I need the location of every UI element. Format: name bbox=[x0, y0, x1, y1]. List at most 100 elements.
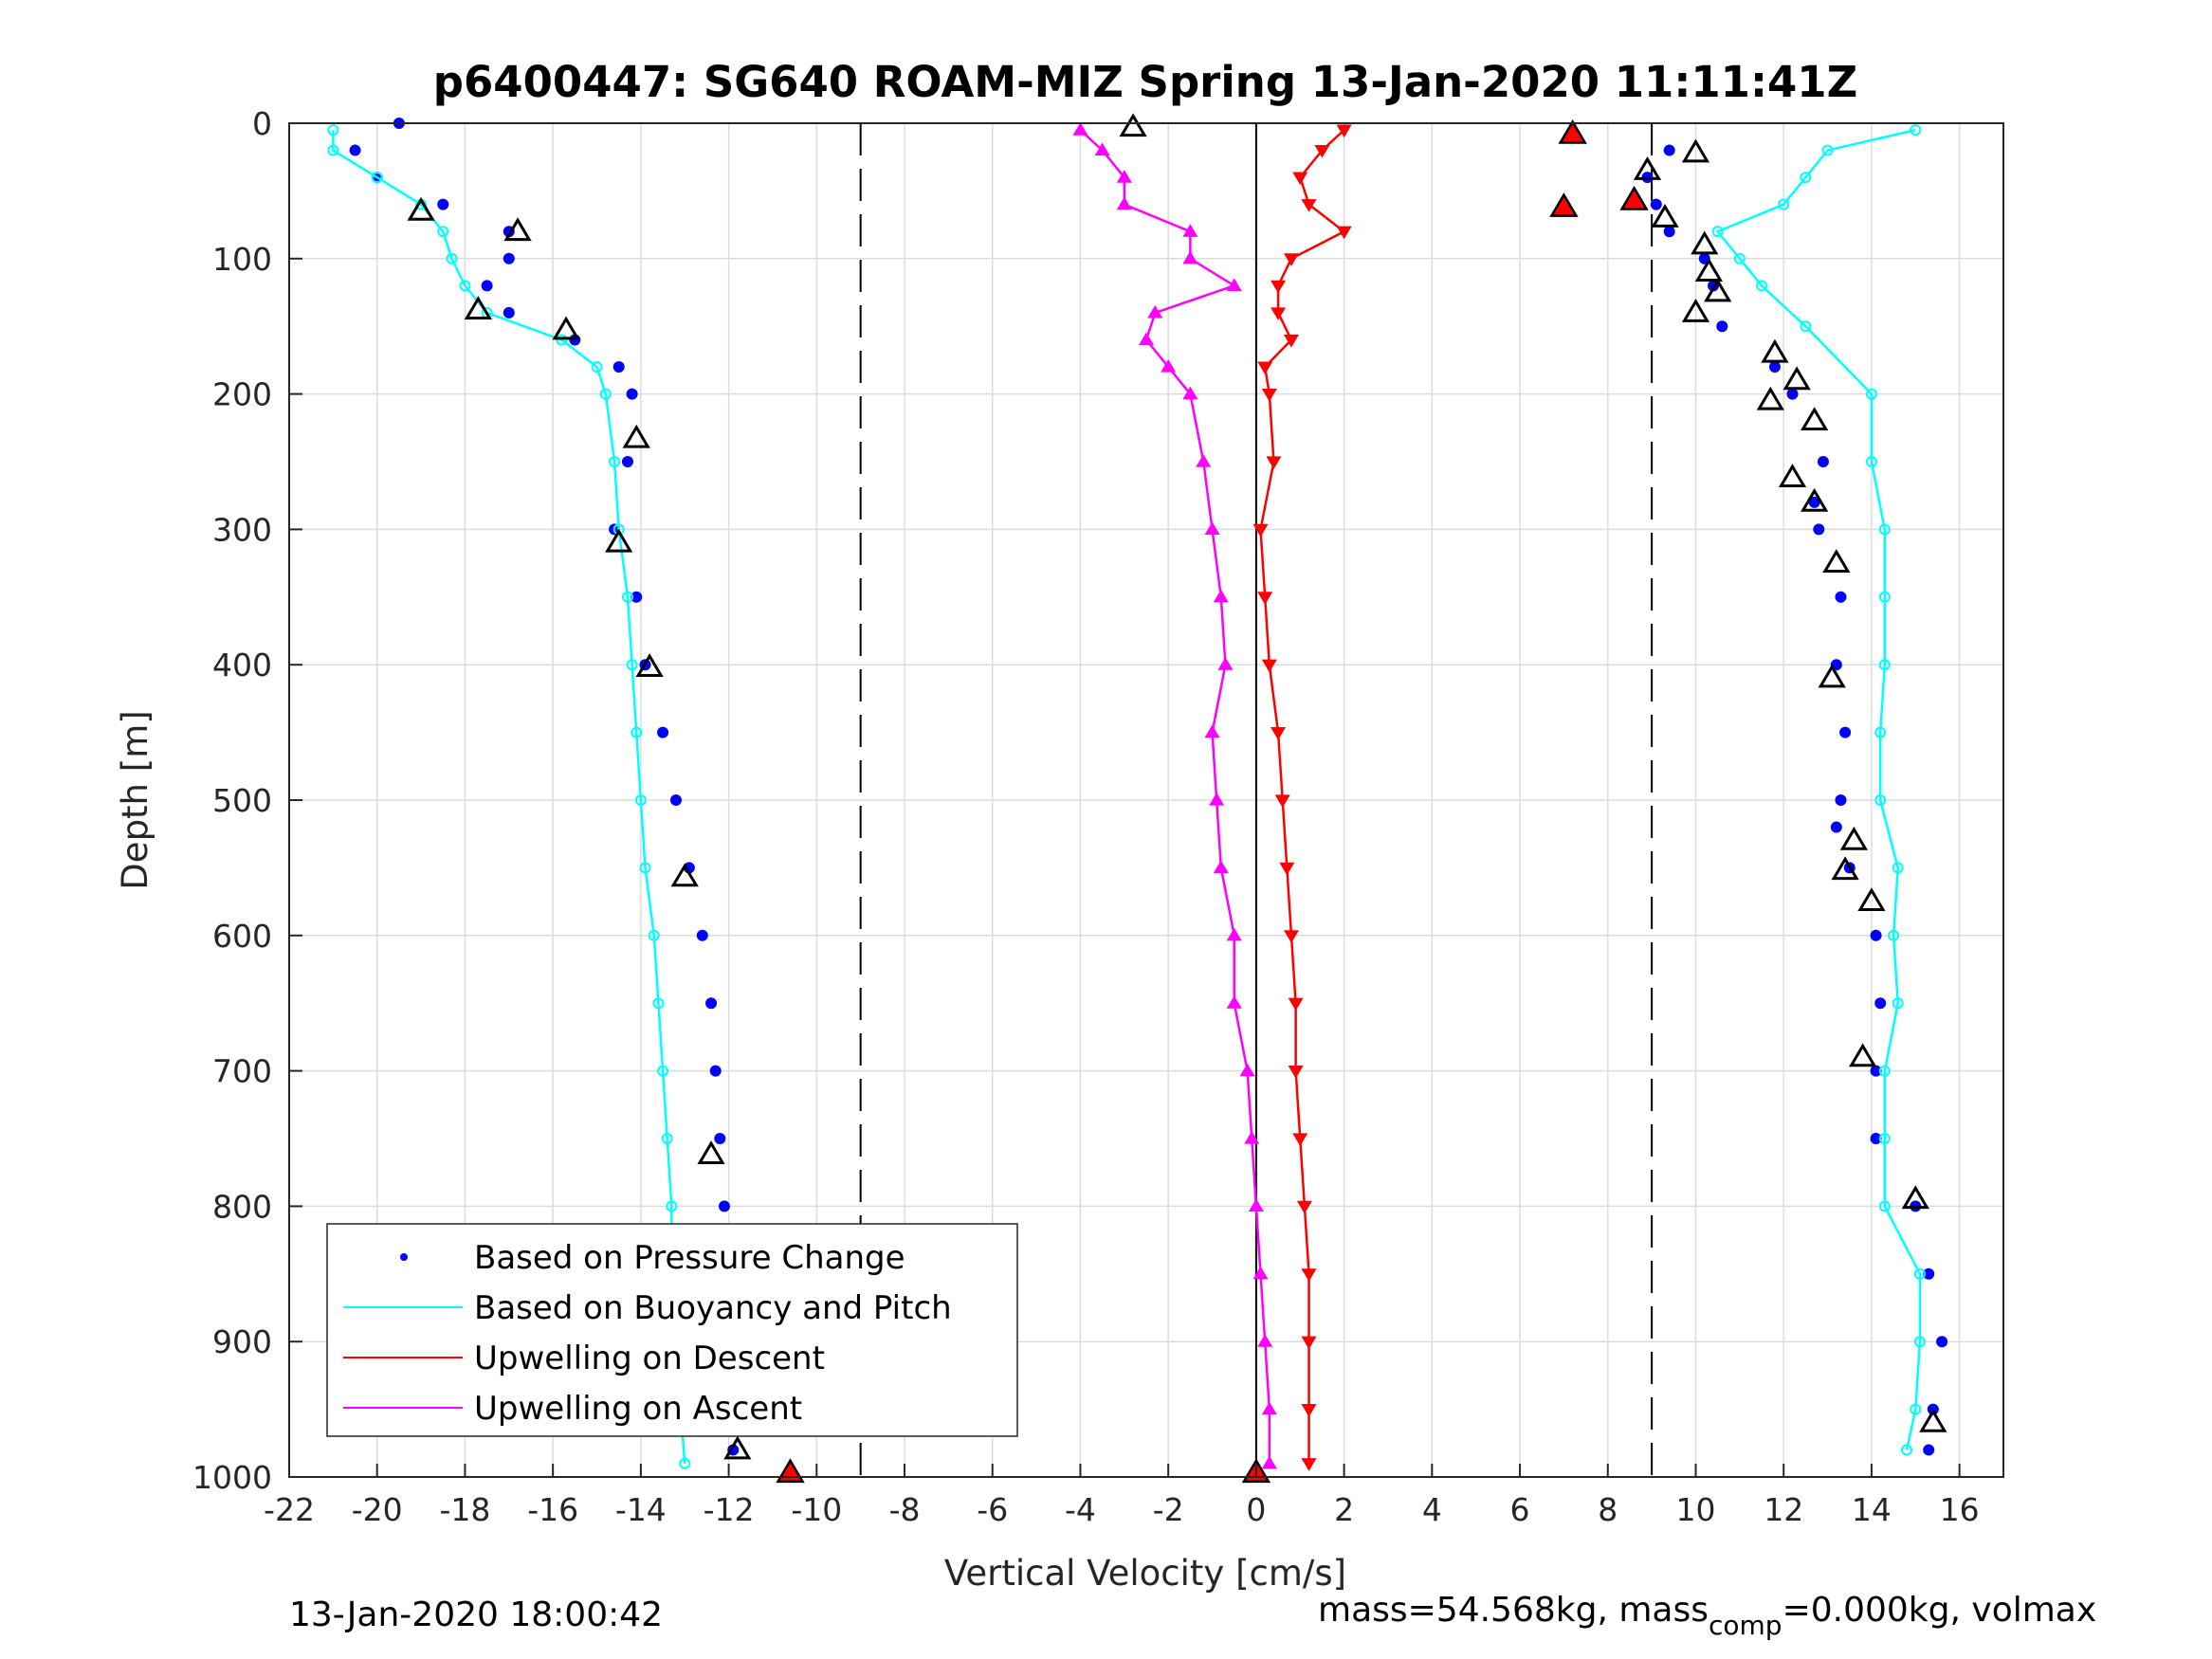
legend: Based on Pressure Change Based on Buoyanc… bbox=[326, 1223, 1018, 1437]
data-point bbox=[1204, 521, 1220, 535]
data-point bbox=[657, 726, 669, 738]
data-point bbox=[1778, 198, 1790, 210]
data-point bbox=[1248, 1198, 1264, 1212]
data-point bbox=[1756, 280, 1768, 292]
reference-lines bbox=[859, 123, 1654, 1477]
footer-mass-sub: comp bbox=[1709, 1610, 1782, 1641]
series-1-descent bbox=[327, 124, 691, 1469]
data-point bbox=[1878, 523, 1891, 536]
data-point bbox=[503, 306, 515, 319]
series-line bbox=[1715, 128, 1922, 1450]
data-point bbox=[661, 1133, 673, 1144]
data-point bbox=[1226, 278, 1242, 291]
data-point bbox=[481, 280, 493, 292]
data-point bbox=[1821, 144, 1834, 156]
data-point bbox=[1271, 280, 1287, 294]
y-tick-label: 1000 bbox=[192, 1459, 272, 1496]
event-marker-open bbox=[1782, 366, 1811, 391]
legend-label: Based on Buoyancy and Pitch bbox=[474, 1289, 952, 1327]
data-point bbox=[1808, 496, 1820, 508]
data-point bbox=[1878, 659, 1891, 671]
x-tick-label: -2 bbox=[1153, 1491, 1184, 1528]
x-tick-label: -8 bbox=[889, 1491, 921, 1528]
data-point bbox=[1204, 724, 1220, 738]
data-point bbox=[1301, 1336, 1317, 1350]
data-point bbox=[1271, 727, 1287, 740]
data-point bbox=[1936, 1336, 1948, 1348]
data-point bbox=[1301, 1458, 1317, 1471]
x-tick-label: -22 bbox=[264, 1491, 315, 1528]
data-point bbox=[626, 388, 638, 400]
event-marker-open bbox=[1901, 1185, 1929, 1210]
data-point bbox=[371, 172, 383, 184]
x-tick-label: -6 bbox=[977, 1491, 1008, 1528]
data-point bbox=[349, 144, 361, 156]
event-marker-open bbox=[1691, 230, 1719, 255]
x-tick-label: -10 bbox=[791, 1491, 842, 1528]
legend-label: Based on Pressure Change bbox=[474, 1239, 905, 1277]
data-point bbox=[1239, 1063, 1255, 1077]
data-point bbox=[648, 929, 660, 941]
event-marker-open bbox=[1801, 407, 1829, 431]
data-point bbox=[1094, 142, 1110, 156]
event-marker-filled bbox=[1558, 118, 1587, 144]
y-tick-label: 600 bbox=[212, 918, 272, 955]
data-point bbox=[446, 252, 458, 264]
y-tick-label: 100 bbox=[212, 241, 272, 278]
data-point bbox=[1888, 929, 1900, 941]
x-tick-label: -14 bbox=[615, 1491, 667, 1528]
data-point bbox=[1147, 304, 1163, 319]
event-marker-open bbox=[1756, 386, 1784, 410]
data-point bbox=[1257, 592, 1273, 605]
event-marker-open bbox=[1849, 1043, 1877, 1067]
data-point bbox=[1878, 591, 1891, 603]
footer-mass-prefix: mass=54.568kg, mass bbox=[1318, 1591, 1709, 1630]
x-tick-label: 0 bbox=[1246, 1491, 1266, 1528]
data-point bbox=[1261, 389, 1277, 402]
event-marker-open bbox=[635, 653, 664, 677]
y-tick-label: 0 bbox=[252, 105, 272, 142]
data-point bbox=[1261, 1455, 1277, 1469]
event-marker-open bbox=[1818, 664, 1846, 688]
event-marker-open bbox=[1801, 487, 1829, 512]
event-marker-open bbox=[1651, 204, 1679, 228]
event-marker-open bbox=[670, 863, 699, 887]
data-point bbox=[1716, 320, 1728, 333]
event-marker-open bbox=[697, 1140, 725, 1165]
x-tick-label: -18 bbox=[439, 1491, 490, 1528]
event-marker-open bbox=[1778, 464, 1807, 488]
data-point bbox=[1182, 250, 1198, 264]
data-point bbox=[1878, 1065, 1891, 1077]
event-marker-open bbox=[723, 1435, 752, 1460]
data-point bbox=[1226, 995, 1242, 1009]
x-tick-label: 2 bbox=[1334, 1491, 1354, 1528]
x-axis-label: Vertical Velocity [cm/s] bbox=[944, 1553, 1346, 1594]
data-point bbox=[1768, 361, 1781, 374]
y-tick-label: 300 bbox=[212, 511, 272, 548]
x-tick-label: -12 bbox=[704, 1491, 755, 1528]
data-point bbox=[1296, 1200, 1312, 1214]
y-axis-label: Depth [m] bbox=[115, 710, 155, 889]
data-point bbox=[1336, 124, 1352, 138]
data-point bbox=[1336, 226, 1352, 240]
data-point bbox=[1870, 1065, 1882, 1077]
event-marker-open bbox=[1681, 138, 1710, 163]
event-marker-open bbox=[552, 316, 580, 340]
data-point bbox=[1288, 1066, 1304, 1079]
x-tick-label: 10 bbox=[1675, 1491, 1715, 1528]
data-point bbox=[1800, 320, 1812, 333]
data-point bbox=[631, 591, 643, 603]
data-point bbox=[1182, 386, 1198, 400]
data-point bbox=[1314, 144, 1330, 158]
series-1-ascent bbox=[1711, 124, 1926, 1456]
data-point bbox=[1913, 1267, 1926, 1280]
event-marker-open bbox=[1839, 826, 1869, 850]
data-point bbox=[652, 997, 665, 1010]
data-point bbox=[1901, 1444, 1913, 1456]
data-point bbox=[1301, 199, 1317, 212]
data-point bbox=[1892, 862, 1904, 874]
data-point bbox=[1213, 860, 1229, 873]
data-point bbox=[1182, 224, 1198, 237]
data-point bbox=[626, 659, 638, 671]
x-tick-label: 14 bbox=[1852, 1491, 1892, 1528]
